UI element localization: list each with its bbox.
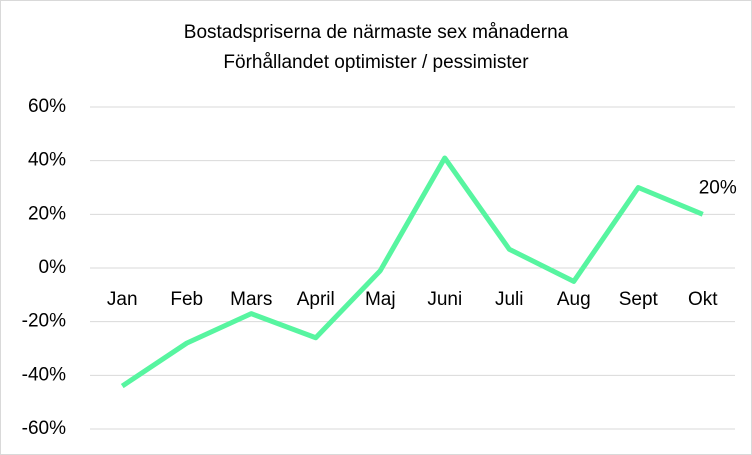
x-tick-label: Aug xyxy=(557,289,591,310)
y-tick-label: 40% xyxy=(28,150,66,171)
y-tick-label: 60% xyxy=(28,96,66,117)
y-tick-label: -20% xyxy=(22,311,66,332)
x-tick-label: Feb xyxy=(170,289,203,310)
y-tick-label: -60% xyxy=(22,418,66,439)
y-tick-label: 0% xyxy=(39,257,67,278)
chart-subtitle: Förhållandet optimister / pessimister xyxy=(223,52,529,73)
line xyxy=(120,155,704,389)
x-tick-label: Juni xyxy=(427,289,462,310)
x-tick-label: Mars xyxy=(230,289,272,310)
x-tick-label: Okt xyxy=(688,289,718,310)
x-tick-label: April xyxy=(297,289,335,310)
chart-title: Bostadspriserna de närmaste sex månadern… xyxy=(184,22,569,43)
x-tick-label: Maj xyxy=(365,289,396,310)
x-tick-label: Jan xyxy=(107,289,138,310)
x-tick-label: Sept xyxy=(619,289,659,310)
data-label: 20% xyxy=(699,177,737,198)
y-tick-label: -40% xyxy=(22,364,66,385)
y-tick-label: 20% xyxy=(28,203,66,224)
x-tick-label: Juli xyxy=(495,289,524,310)
